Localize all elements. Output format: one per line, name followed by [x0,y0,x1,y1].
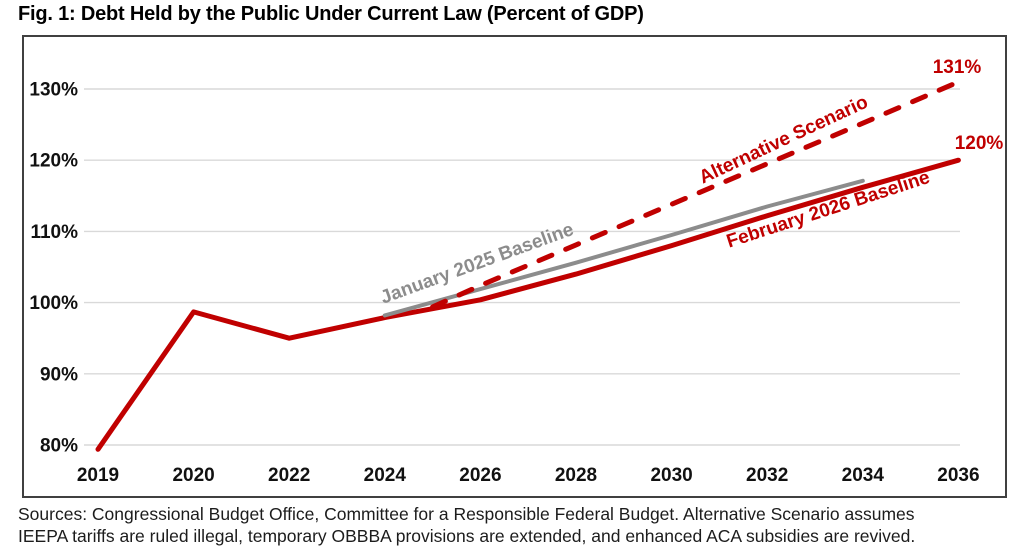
x-tick-label-2026: 2026 [459,465,501,486]
source-note: Sources: Congressional Budget Office, Co… [18,504,1018,547]
debt-line-chart: 80% 90% 100% 110% 120% 130% 2019 2020 2022 2024 20… [29,57,1004,486]
x-tick-label-2034: 2034 [842,465,885,486]
x-tick-label-2028: 2028 [555,465,597,486]
chart-frame: 80% 90% 100% 110% 120% 130% 2019 2020 2022 2024 20… [22,35,1007,498]
y-tick-label-110: 110% [30,222,78,243]
source-note-line1: Sources: Congressional Budget Office, Co… [18,504,915,524]
series-line-alternative-scenario [430,79,961,310]
x-tick-label-2032: 2032 [746,465,788,486]
y-tick-label-90: 90% [40,364,78,385]
series-label-january-2025-baseline: January 2025 Baseline [378,219,577,308]
y-tick-label-80: 80% [40,436,78,457]
y-tick-label-130: 130% [29,80,78,101]
end-label-131-: 131% [933,57,982,78]
y-tick-label-120: 120% [29,151,78,172]
x-tick-label-2020: 2020 [172,465,214,486]
x-tick-label-2019: 2019 [77,465,119,486]
x-tick-label-2030: 2030 [650,465,692,486]
y-tick-label-100: 100% [29,293,78,314]
end-label-120-: 120% [955,133,1004,154]
x-tick-label-2036: 2036 [937,465,979,486]
series-line-february-2026-baseline [95,157,961,452]
x-tick-label-2022: 2022 [268,465,310,486]
series-line-january-2025-baseline [382,178,865,318]
figure-title: Fig. 1: Debt Held by the Public Under Cu… [18,3,644,25]
x-tick-label-2024: 2024 [364,465,407,486]
series-label-alternative-scenario: Alternative Scenario [696,92,871,189]
source-note-line2: IEEPA tariffs are ruled illegal, tempora… [18,525,916,546]
